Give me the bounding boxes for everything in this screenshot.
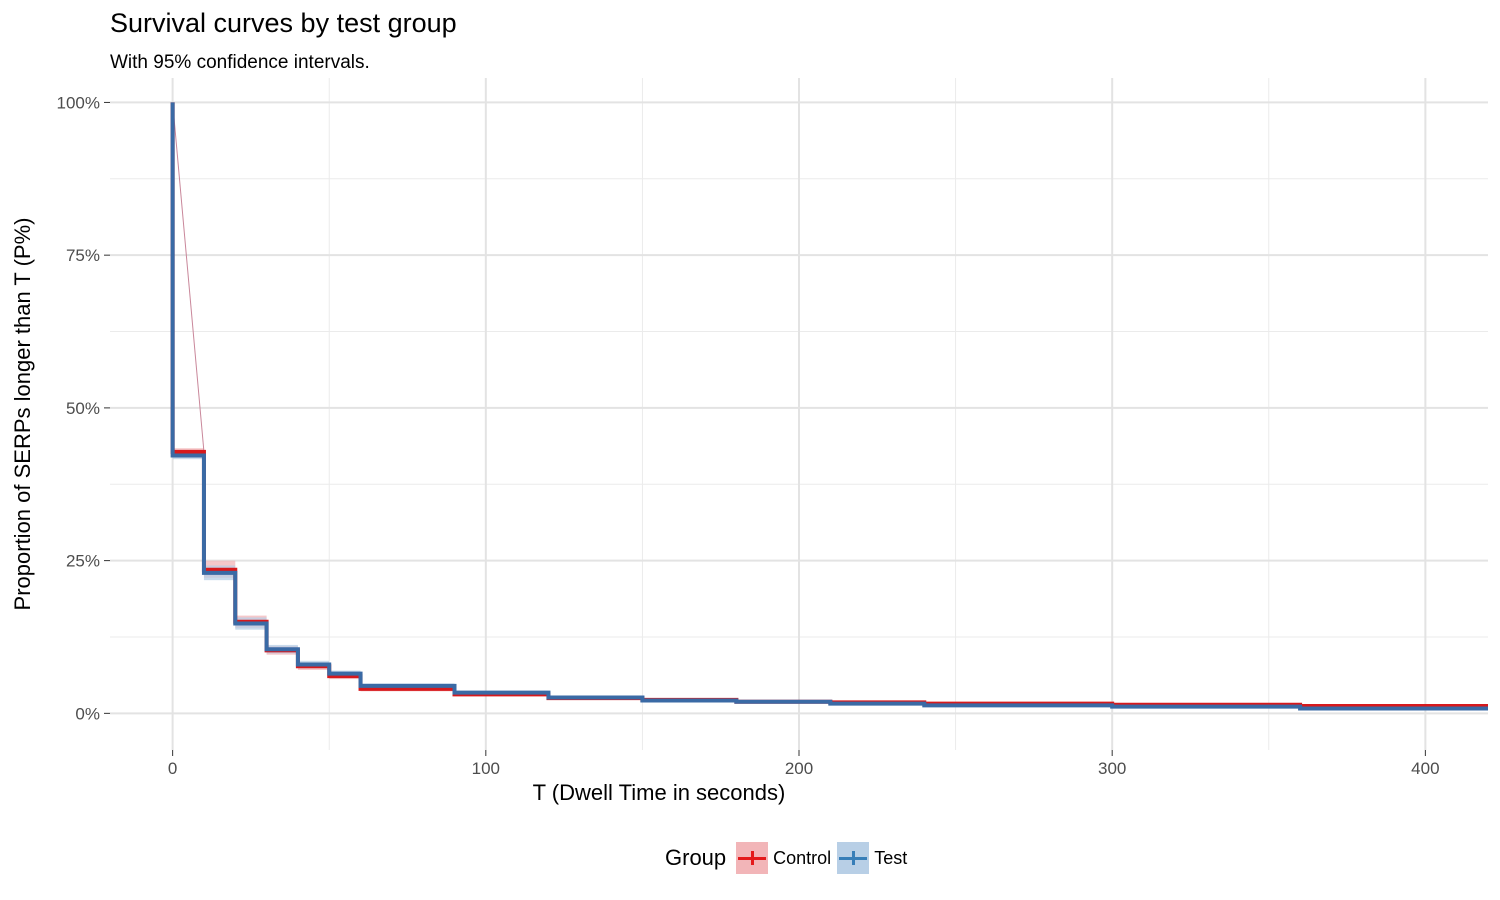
x-tick-label: 300 <box>1098 759 1126 778</box>
series-line-control <box>170 102 1488 709</box>
legend-item-test: Test <box>837 842 907 874</box>
legend-title: Group <box>665 845 727 870</box>
y-axis-title: Proportion of SERPs longer than T (P%) <box>10 218 35 611</box>
y-tick-label: 50% <box>66 399 100 418</box>
legend-key-test <box>837 842 870 874</box>
x-tick-label: 200 <box>785 759 813 778</box>
legend-item-control: Control <box>736 842 831 874</box>
y-tick-label: 25% <box>66 552 100 571</box>
x-tick-label: 0 <box>168 759 177 778</box>
legend-label-control: Control <box>773 847 832 868</box>
legend: Group Control Test <box>665 840 913 876</box>
x-axis-title: T (Dwell Time in seconds) <box>533 780 786 805</box>
chart-title: Survival curves by test group <box>110 8 457 38</box>
y-tick-label: 0% <box>75 704 100 723</box>
x-tick-label: 400 <box>1411 759 1439 778</box>
y-tick-label: 100% <box>57 93 100 112</box>
x-tick-label: 100 <box>472 759 500 778</box>
chart-subtitle: With 95% confidence intervals. <box>110 52 370 73</box>
y-tick-label: 75% <box>66 246 100 265</box>
legend-key-control <box>736 842 769 874</box>
ci-connector <box>172 102 205 452</box>
legend-label-test: Test <box>874 847 908 868</box>
series-line-test <box>170 102 1488 711</box>
